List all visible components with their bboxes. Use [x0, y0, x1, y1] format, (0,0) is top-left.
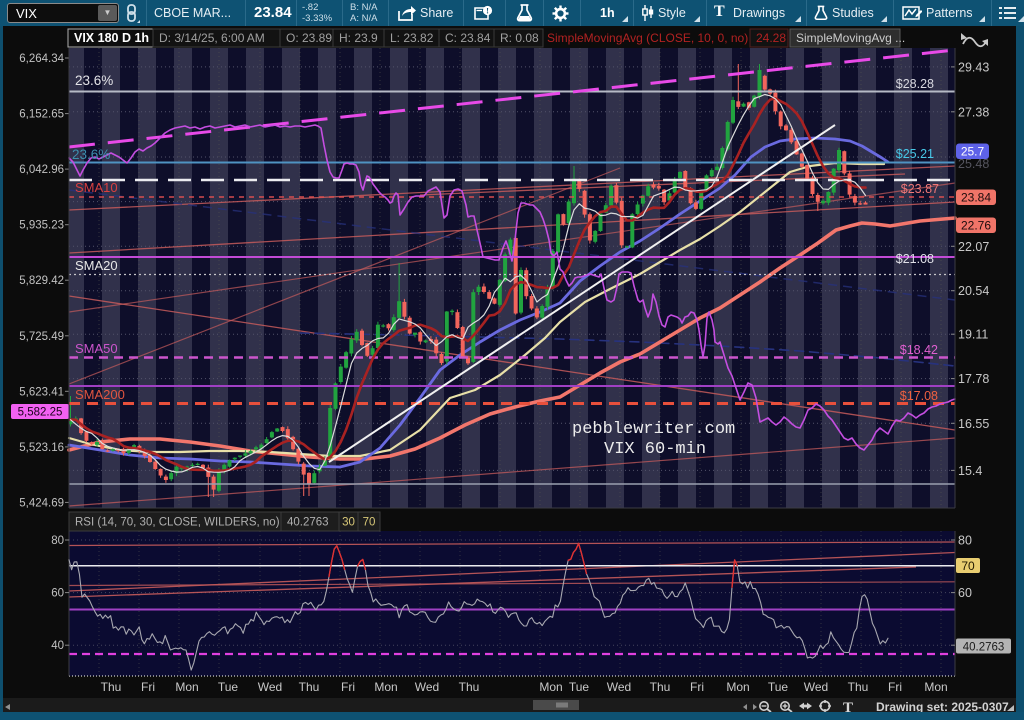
svg-text:6,042.96: 6,042.96	[19, 164, 64, 176]
svg-text:$18.42: $18.42	[900, 343, 938, 357]
svg-text:23.84: 23.84	[961, 191, 991, 205]
svg-text:16.55: 16.55	[958, 417, 989, 431]
svg-text:$25.21: $25.21	[896, 147, 934, 161]
svg-text:Thu: Thu	[459, 680, 480, 694]
svg-text:40.2763: 40.2763	[963, 642, 1005, 654]
svg-text:Fri: Fri	[888, 680, 902, 694]
svg-text:T: T	[843, 700, 853, 716]
svg-text:Tue: Tue	[768, 680, 789, 694]
svg-text:5,829.42: 5,829.42	[19, 275, 64, 287]
svg-text:Mon: Mon	[374, 680, 397, 694]
svg-text:$17.08: $17.08	[900, 389, 938, 403]
svg-text:27.38: 27.38	[958, 105, 989, 119]
svg-text:Mon: Mon	[726, 680, 749, 694]
svg-text:C: 23.84: C: 23.84	[445, 31, 491, 45]
svg-text:SMA10: SMA10	[75, 180, 118, 195]
svg-text:15.4: 15.4	[958, 464, 982, 478]
svg-text:Tue: Tue	[218, 680, 239, 694]
svg-text:Thu: Thu	[848, 680, 869, 694]
svg-text:6,264.34: 6,264.34	[19, 53, 64, 65]
svg-text:Mon: Mon	[539, 680, 562, 694]
svg-text:20.54: 20.54	[958, 284, 989, 298]
svg-text:Thu: Thu	[299, 680, 320, 694]
svg-text:60: 60	[958, 586, 972, 600]
svg-text:Mon: Mon	[924, 680, 947, 694]
svg-text:23.6%: 23.6%	[72, 147, 110, 162]
svg-text:SMA50: SMA50	[75, 341, 118, 356]
svg-text:Drawing set: 2025-0307: Drawing set: 2025-0307	[876, 700, 1009, 714]
svg-text:pebblewriter.com: pebblewriter.com	[572, 420, 735, 439]
svg-text:22.07: 22.07	[958, 240, 989, 254]
svg-text:80: 80	[51, 535, 64, 547]
svg-text:Mon: Mon	[175, 680, 198, 694]
svg-text:Tue: Tue	[569, 680, 590, 694]
svg-text:Fri: Fri	[690, 680, 704, 694]
svg-text:19.11: 19.11	[958, 328, 988, 342]
svg-text:SMA200: SMA200	[75, 387, 125, 402]
svg-text:5,623.41: 5,623.41	[19, 386, 64, 398]
svg-text:VIX 180 D 1h: VIX 180 D 1h	[74, 31, 149, 45]
svg-text:Thu: Thu	[650, 680, 671, 694]
svg-text:80: 80	[958, 534, 972, 548]
svg-text:29.43: 29.43	[958, 60, 989, 74]
svg-text:!: !	[486, 6, 489, 16]
svg-text:VIX 60-min: VIX 60-min	[604, 440, 706, 459]
svg-text:70: 70	[961, 559, 975, 573]
svg-text:5,424.69: 5,424.69	[19, 497, 64, 509]
svg-text:25.48: 25.48	[958, 157, 989, 171]
svg-text:$28.28: $28.28	[896, 77, 934, 91]
svg-text:Wed: Wed	[804, 680, 828, 694]
svg-text:R: 0.08: R: 0.08	[500, 31, 539, 45]
svg-text:22.76: 22.76	[961, 219, 991, 233]
svg-text:L: 23.82: L: 23.82	[390, 31, 434, 45]
svg-text:30: 30	[342, 517, 355, 529]
svg-text:O: 23.89: O: 23.89	[286, 31, 332, 45]
svg-text:25.7: 25.7	[961, 145, 985, 159]
svg-text:Wed: Wed	[607, 680, 631, 694]
svg-text:5,582.25: 5,582.25	[18, 407, 63, 419]
svg-text:Fri: Fri	[141, 680, 155, 694]
svg-text:Wed: Wed	[415, 680, 439, 694]
svg-text:23.6%: 23.6%	[75, 73, 113, 88]
svg-text:RSI (14, 70, 30, CLOSE, WILDER: RSI (14, 70, 30, CLOSE, WILDERS, no)	[75, 517, 280, 529]
svg-text:SimpleMovingAvg (CLOSE, 10, 0,: SimpleMovingAvg (CLOSE, 10, 0, no)	[547, 31, 748, 45]
svg-text:6,152.65: 6,152.65	[19, 109, 64, 121]
svg-text:$21.08: $21.08	[896, 252, 934, 266]
svg-text:5,935.23: 5,935.23	[19, 220, 64, 232]
svg-text:70: 70	[363, 517, 376, 529]
svg-text:SMA20: SMA20	[75, 258, 118, 273]
svg-text:Wed: Wed	[258, 680, 282, 694]
svg-text:40.2763: 40.2763	[287, 517, 329, 529]
svg-text:D: 3/14/25, 6:00 AM: D: 3/14/25, 6:00 AM	[159, 31, 265, 45]
svg-text:H: 23.9: H: 23.9	[339, 31, 378, 45]
svg-text:60: 60	[51, 588, 64, 600]
svg-text:Thu: Thu	[101, 680, 122, 694]
svg-text:SimpleMovingAvg ...: SimpleMovingAvg ...	[796, 31, 905, 45]
svg-text:17.78: 17.78	[958, 372, 989, 386]
svg-text:5,725.49: 5,725.49	[19, 331, 64, 343]
svg-text:Fri: Fri	[341, 680, 355, 694]
svg-text:5,523.16: 5,523.16	[19, 442, 64, 454]
svg-text:24.28: 24.28	[756, 31, 786, 45]
svg-text:$23.87: $23.87	[901, 182, 939, 196]
svg-text:40: 40	[51, 640, 64, 652]
